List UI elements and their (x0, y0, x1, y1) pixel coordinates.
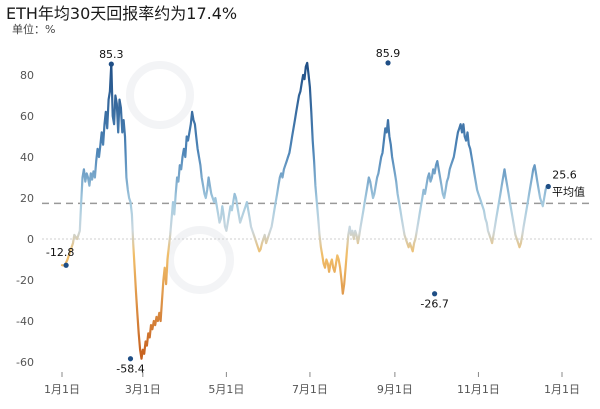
x-tick-label: 9月1日 (377, 383, 413, 396)
annotation-label: 25.6 (552, 169, 577, 182)
annotation-label: 85.3 (99, 48, 124, 61)
x-tick-label: 7月1日 (292, 383, 328, 396)
y-tick-label: 0 (27, 233, 34, 246)
x-tick-label: 1月1日 (44, 383, 80, 396)
annotation-label: -12.8 (46, 246, 74, 259)
annotation-marker (545, 183, 551, 190)
annotation-marker (127, 356, 134, 362)
y-tick-label: 60 (20, 110, 34, 123)
y-axis: 80 60 40 20 0 -20 -40 -60 (16, 69, 34, 369)
annotation-marker (432, 291, 438, 297)
y-tick-label: -20 (16, 274, 34, 287)
average-label: 平均值 (552, 185, 585, 198)
annotation-marker (63, 262, 69, 268)
y-tick-label: 40 (20, 151, 34, 164)
series-line (60, 61, 550, 360)
chart-title: ETH年均30天回报率约为17.4% (6, 4, 238, 23)
y-tick-label: -60 (16, 356, 34, 369)
x-tick-label: 11月1日 (457, 383, 500, 396)
x-axis: 1月1日 3月1日 5月1日 7月1日 9月1日 11月1日 1月1日 (44, 372, 580, 396)
y-tick-label: -40 (16, 315, 34, 328)
annotation-label: 85.9 (376, 47, 401, 60)
y-tick-label: 80 (20, 69, 34, 82)
annotations: -12.8 85.3 -58.4 85.9 -26.7 25.6 (46, 47, 577, 376)
x-tick-label: 1月1日 (544, 383, 580, 396)
x-tick-label: 3月1日 (125, 383, 161, 396)
x-tick-label: 5月1日 (208, 383, 244, 396)
annotation-marker (108, 61, 114, 67)
annotation-label: -58.4 (116, 363, 144, 376)
unit-label: 单位：% (12, 23, 56, 36)
y-tick-label: 20 (20, 192, 34, 205)
annotation-label: -26.7 (420, 298, 448, 311)
watermark (126, 61, 234, 294)
annotation-marker (385, 60, 391, 66)
